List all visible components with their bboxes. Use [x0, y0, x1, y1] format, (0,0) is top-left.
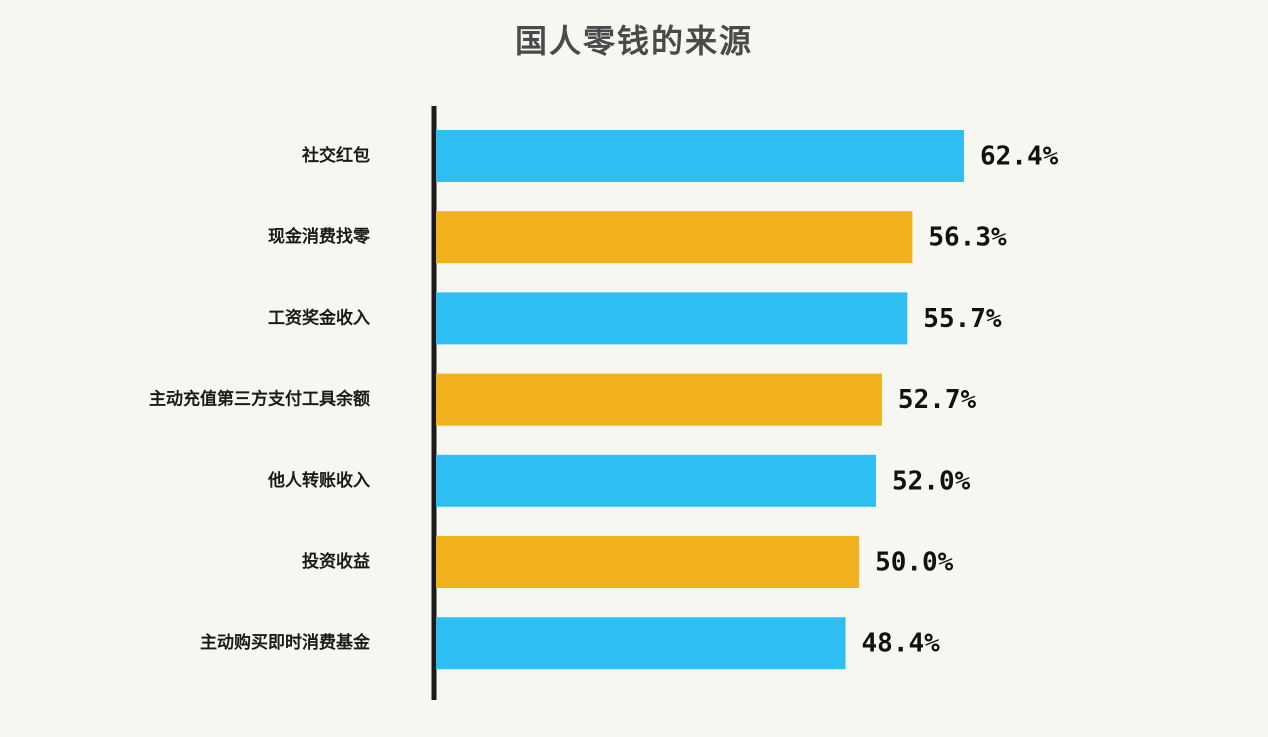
category-label: 他人转账收入 — [267, 470, 370, 491]
value-label: 48.4% — [862, 629, 941, 659]
category-label: 现金消费找零 — [268, 226, 371, 247]
category-label: 主动充值第三方支付工具余额 — [149, 389, 370, 410]
category-label: 社交红包 — [301, 145, 370, 166]
category-label: 工资奖金收入 — [268, 307, 370, 328]
bar — [436, 617, 846, 670]
value-label: 52.7% — [898, 385, 977, 415]
bar — [436, 454, 876, 507]
bar — [436, 130, 964, 182]
bar — [436, 211, 913, 264]
bar — [436, 292, 908, 345]
value-label: 56.3% — [928, 223, 1007, 253]
value-label: 50.0% — [875, 548, 954, 578]
category-label: 投资收益 — [302, 551, 370, 572]
chart-title: 国人零钱的来源 — [514, 22, 753, 60]
value-label: 52.0% — [892, 466, 971, 496]
category-label: 主动购买即时消费基金 — [200, 632, 371, 653]
value-label: 55.7% — [923, 304, 1002, 334]
bar — [436, 536, 860, 588]
bar — [436, 373, 882, 426]
value-label: 62.4% — [980, 142, 1059, 172]
